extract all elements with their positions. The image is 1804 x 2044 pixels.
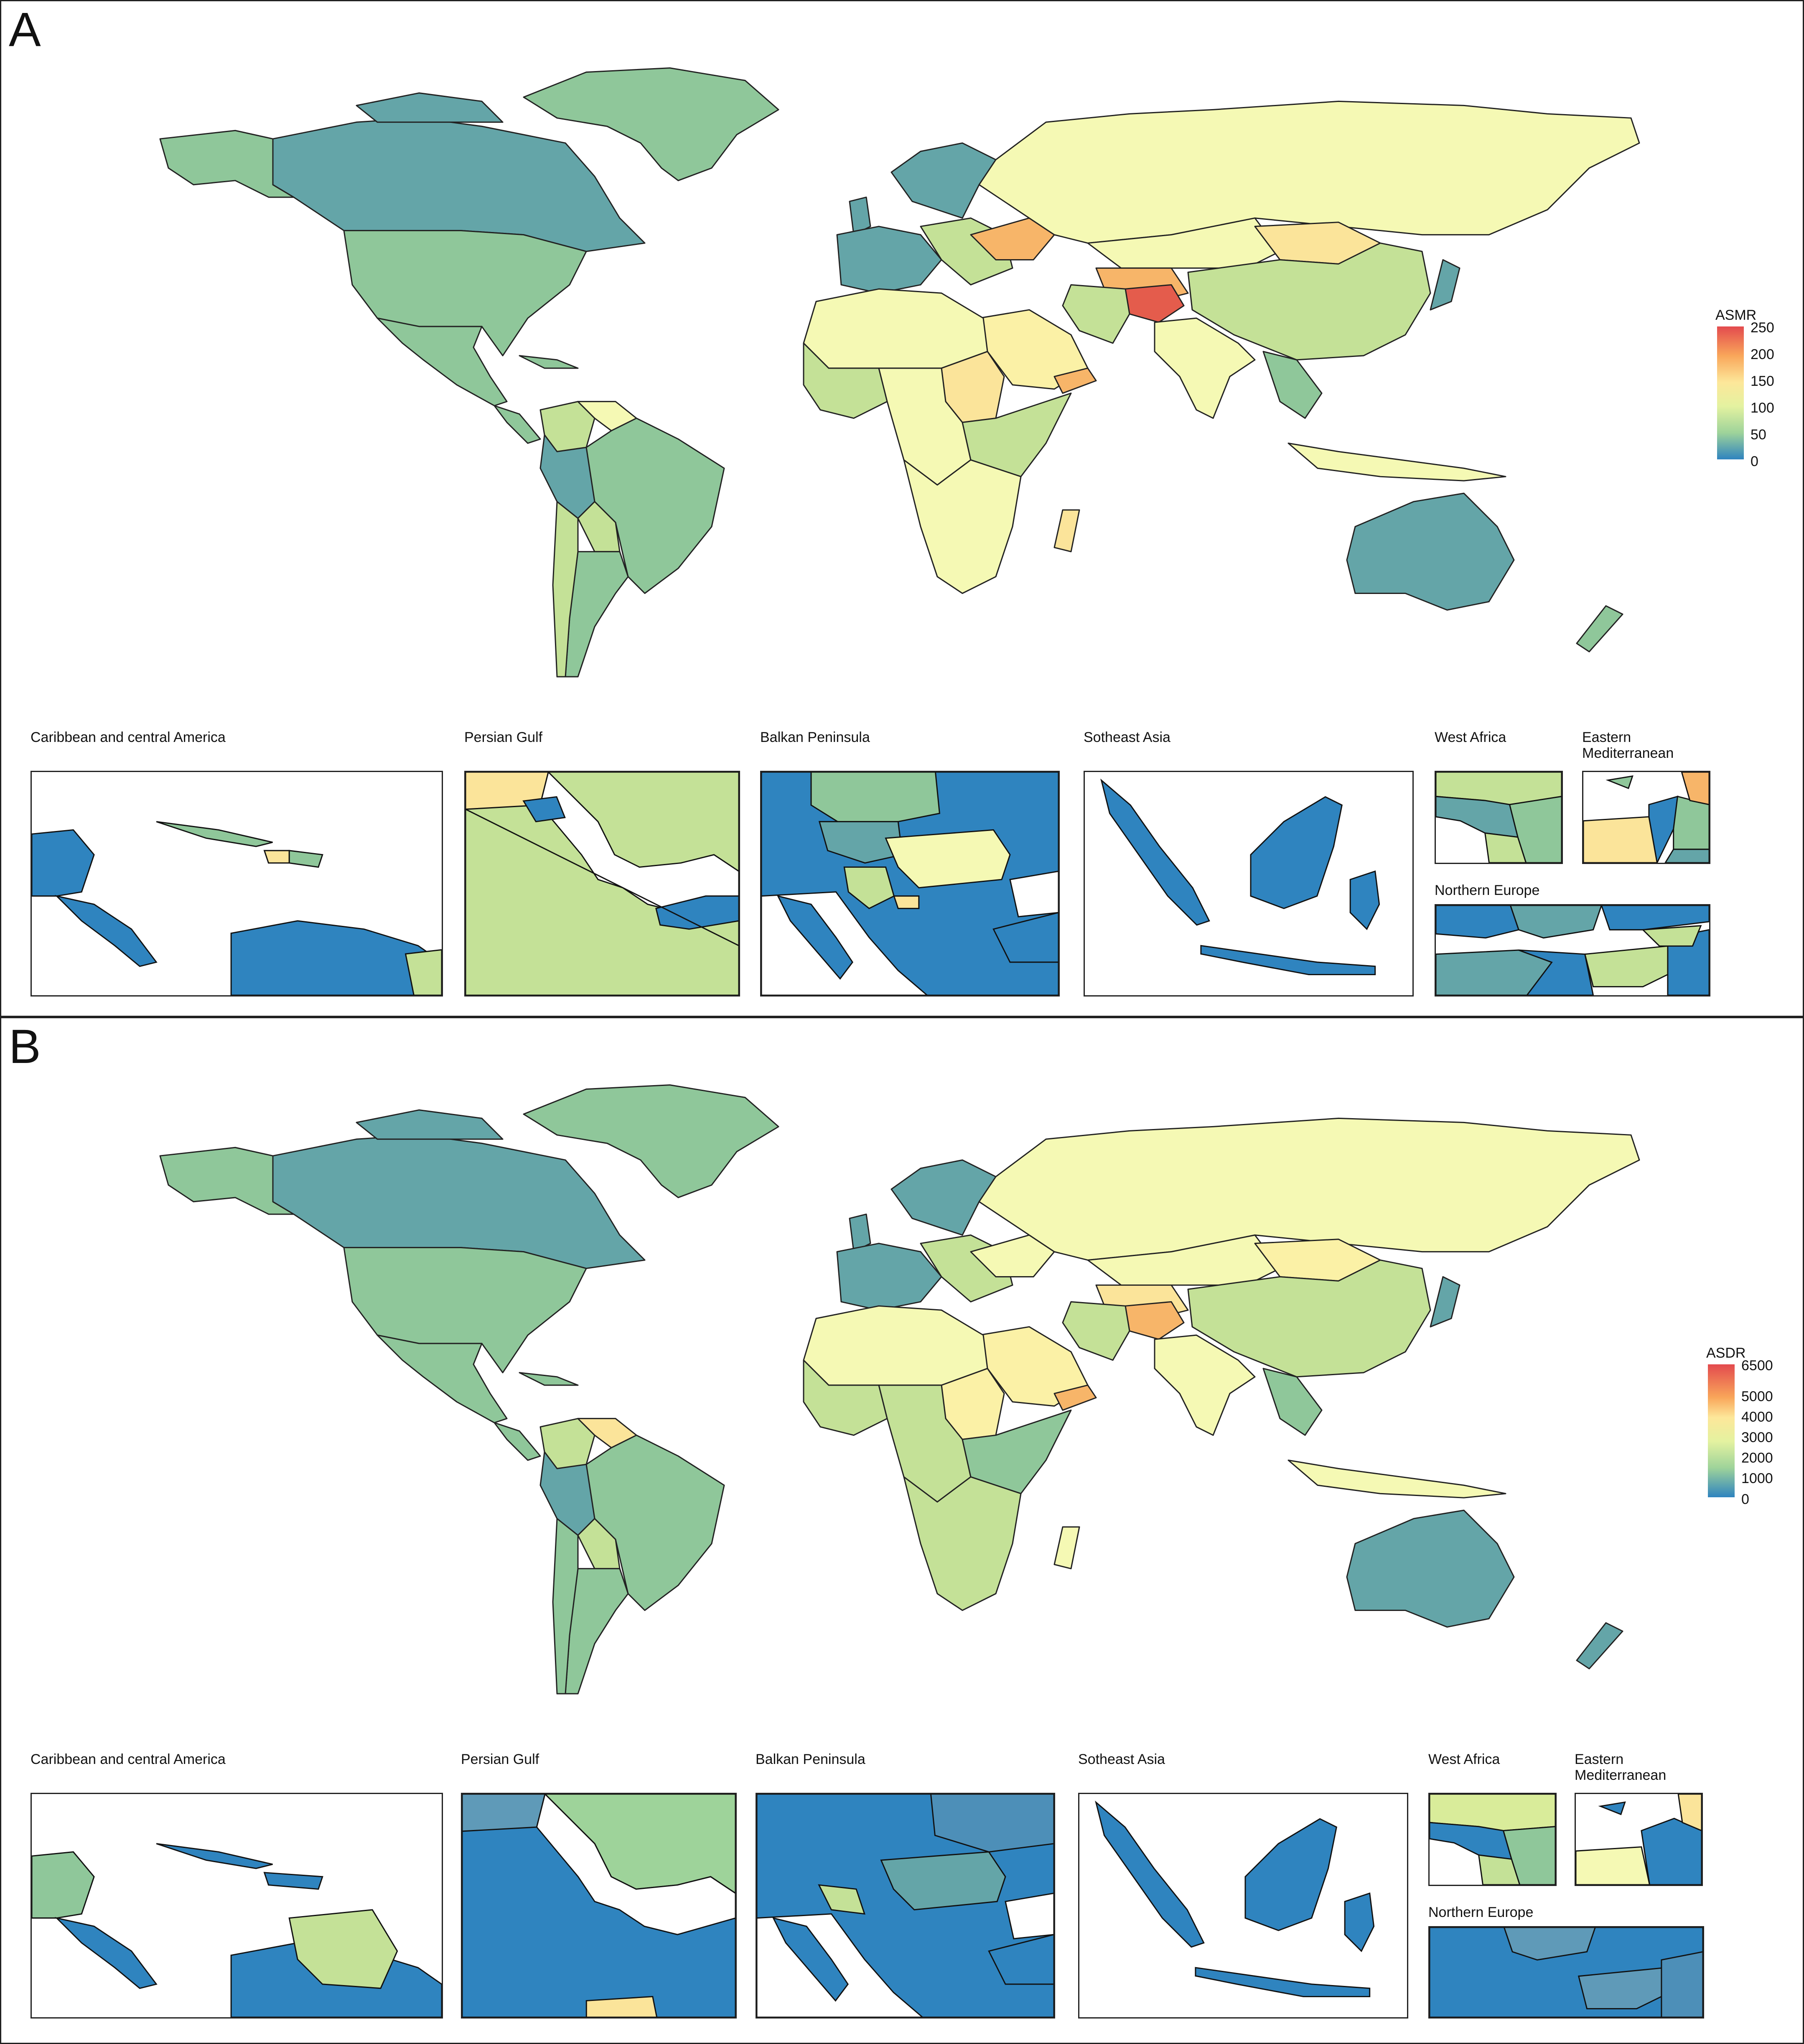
western-europe bbox=[836, 226, 942, 294]
chile bbox=[552, 501, 579, 678]
inset-caribbean bbox=[31, 1793, 443, 2019]
afghanistan bbox=[1125, 284, 1185, 323]
legend-tick: 0 bbox=[1751, 454, 1758, 469]
inset-balkan bbox=[756, 1793, 1055, 2019]
russia bbox=[978, 100, 1640, 244]
inset-title-southeast-asia: Sotheast Asia bbox=[1084, 729, 1170, 745]
inset-title-balkan: Balkan Peninsula bbox=[760, 729, 870, 745]
inset-title-caribbean: Caribbean and central America bbox=[31, 729, 226, 745]
world-map bbox=[159, 67, 1640, 678]
inset-west-africa bbox=[1435, 771, 1563, 864]
world-map bbox=[159, 1084, 1640, 1695]
inset-title-west-africa: West Africa bbox=[1428, 1751, 1500, 1767]
southern-africa bbox=[903, 459, 1022, 594]
china bbox=[1187, 242, 1431, 361]
legend-tick: 200 bbox=[1751, 347, 1774, 362]
west-africa bbox=[803, 342, 888, 419]
inset-title-west-africa: West Africa bbox=[1435, 729, 1506, 745]
scandinavia bbox=[891, 142, 997, 219]
ukraine bbox=[970, 217, 1055, 260]
north-africa bbox=[803, 288, 988, 369]
legend-tick: 5000 bbox=[1741, 1389, 1773, 1404]
inset-persian-gulf bbox=[464, 771, 740, 997]
indonesia bbox=[1287, 442, 1506, 482]
legend-tick: 100 bbox=[1751, 400, 1774, 416]
legend-tick: 150 bbox=[1751, 373, 1774, 389]
legend-tick: 6500 bbox=[1741, 1358, 1773, 1374]
legend: ASMR 250 200 150 100 50 0 bbox=[1715, 307, 1799, 474]
inset-title-persian-gulf: Persian Gulf bbox=[464, 729, 543, 745]
inset-northern-europe bbox=[1435, 904, 1710, 997]
new-zealand bbox=[1576, 605, 1623, 652]
inset-title-southeast-asia: Sotheast Asia bbox=[1078, 1751, 1165, 1767]
alaska bbox=[159, 130, 295, 198]
inset-southeast-asia bbox=[1078, 1793, 1408, 2019]
panel-letter: B bbox=[9, 1020, 41, 1073]
panel-a: A bbox=[0, 0, 1804, 1017]
legend-tick: 2000 bbox=[1741, 1450, 1773, 1466]
iran bbox=[1062, 284, 1130, 344]
madagascar bbox=[1053, 509, 1080, 553]
legend-tick: 50 bbox=[1751, 427, 1766, 443]
panel-b: B bbox=[0, 1017, 1804, 2044]
greenland bbox=[523, 67, 779, 181]
panel-letter: A bbox=[9, 3, 41, 56]
legend-colorbar bbox=[1708, 1364, 1735, 1497]
east-africa bbox=[962, 392, 1072, 477]
inset-northern-europe bbox=[1428, 1926, 1704, 2019]
australia bbox=[1346, 492, 1515, 611]
usa bbox=[343, 230, 587, 357]
legend-tick: 1000 bbox=[1741, 1471, 1773, 1486]
legend-title: ASMR bbox=[1715, 307, 1757, 323]
legend-title: ASDR bbox=[1706, 1345, 1746, 1361]
legend: ASDR 6500 5000 4000 3000 2000 1000 0 bbox=[1706, 1345, 1798, 1525]
legend-tick: 0 bbox=[1741, 1491, 1749, 1507]
yemen bbox=[1053, 367, 1097, 394]
japan bbox=[1430, 259, 1461, 311]
mexico bbox=[377, 317, 508, 407]
inset-southeast-asia bbox=[1084, 771, 1414, 997]
inset-west-africa bbox=[1428, 1793, 1557, 1886]
inset-title-northern-europe: Northern Europe bbox=[1435, 882, 1540, 898]
inset-caribbean bbox=[31, 771, 443, 997]
legend-tick: 250 bbox=[1751, 320, 1774, 336]
india bbox=[1154, 317, 1256, 419]
legend-colorbar bbox=[1717, 326, 1744, 459]
inset-title-eastern-mediterranean: Eastern Mediterranean bbox=[1582, 729, 1674, 761]
inset-title-balkan: Balkan Peninsula bbox=[756, 1751, 865, 1767]
uk bbox=[849, 196, 871, 236]
inset-title-persian-gulf: Persian Gulf bbox=[461, 1751, 539, 1767]
legend-tick: 4000 bbox=[1741, 1409, 1773, 1425]
inset-title-northern-europe: Northern Europe bbox=[1428, 1904, 1534, 1920]
se-asia bbox=[1262, 351, 1323, 419]
inset-persian-gulf bbox=[461, 1793, 737, 2019]
legend-tick: 3000 bbox=[1741, 1430, 1773, 1445]
inset-eastern-mediterranean bbox=[1575, 1793, 1703, 1886]
inset-balkan bbox=[760, 771, 1060, 997]
inset-title-eastern-mediterranean: Eastern Mediterranean bbox=[1575, 1751, 1667, 1783]
inset-eastern-mediterranean bbox=[1582, 771, 1710, 864]
inset-title-caribbean: Caribbean and central America bbox=[31, 1751, 226, 1767]
